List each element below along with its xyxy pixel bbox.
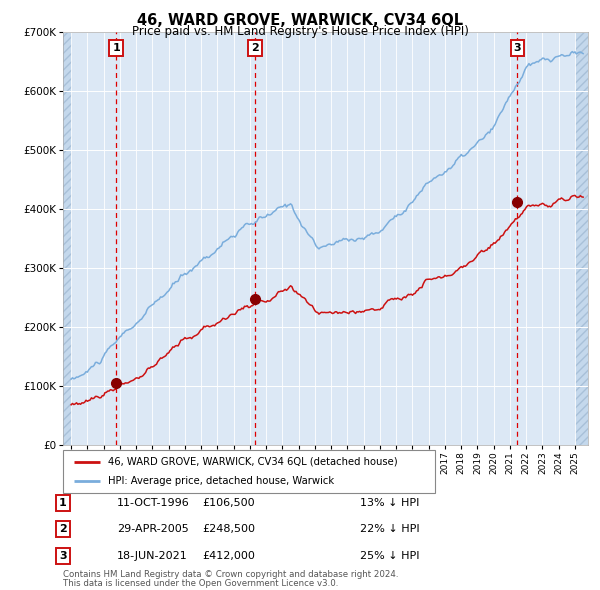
Text: This data is licensed under the Open Government Licence v3.0.: This data is licensed under the Open Gov…	[63, 579, 338, 588]
Text: £106,500: £106,500	[202, 498, 255, 507]
Text: 11-OCT-1996: 11-OCT-1996	[117, 498, 190, 507]
Text: 13% ↓ HPI: 13% ↓ HPI	[360, 498, 419, 507]
Text: 2: 2	[251, 43, 259, 53]
Text: 3: 3	[59, 551, 67, 560]
Text: 18-JUN-2021: 18-JUN-2021	[117, 551, 188, 560]
Text: 2: 2	[59, 525, 67, 534]
Text: 25% ↓ HPI: 25% ↓ HPI	[360, 551, 419, 560]
Text: 1: 1	[112, 43, 120, 53]
Text: £248,500: £248,500	[202, 525, 255, 534]
Text: 22% ↓ HPI: 22% ↓ HPI	[360, 525, 419, 534]
Text: 29-APR-2005: 29-APR-2005	[117, 525, 189, 534]
Text: Contains HM Land Registry data © Crown copyright and database right 2024.: Contains HM Land Registry data © Crown c…	[63, 571, 398, 579]
Text: 46, WARD GROVE, WARWICK, CV34 6QL: 46, WARD GROVE, WARWICK, CV34 6QL	[137, 13, 463, 28]
Bar	[63, 32, 73, 445]
FancyBboxPatch shape	[63, 450, 435, 493]
Bar	[575, 32, 588, 445]
Text: HPI: Average price, detached house, Warwick: HPI: Average price, detached house, Warw…	[107, 476, 334, 486]
Text: 1: 1	[59, 498, 67, 507]
Text: 3: 3	[514, 43, 521, 53]
Text: 46, WARD GROVE, WARWICK, CV34 6QL (detached house): 46, WARD GROVE, WARWICK, CV34 6QL (detac…	[107, 457, 397, 467]
Text: £412,000: £412,000	[202, 551, 255, 560]
Text: Price paid vs. HM Land Registry's House Price Index (HPI): Price paid vs. HM Land Registry's House …	[131, 25, 469, 38]
